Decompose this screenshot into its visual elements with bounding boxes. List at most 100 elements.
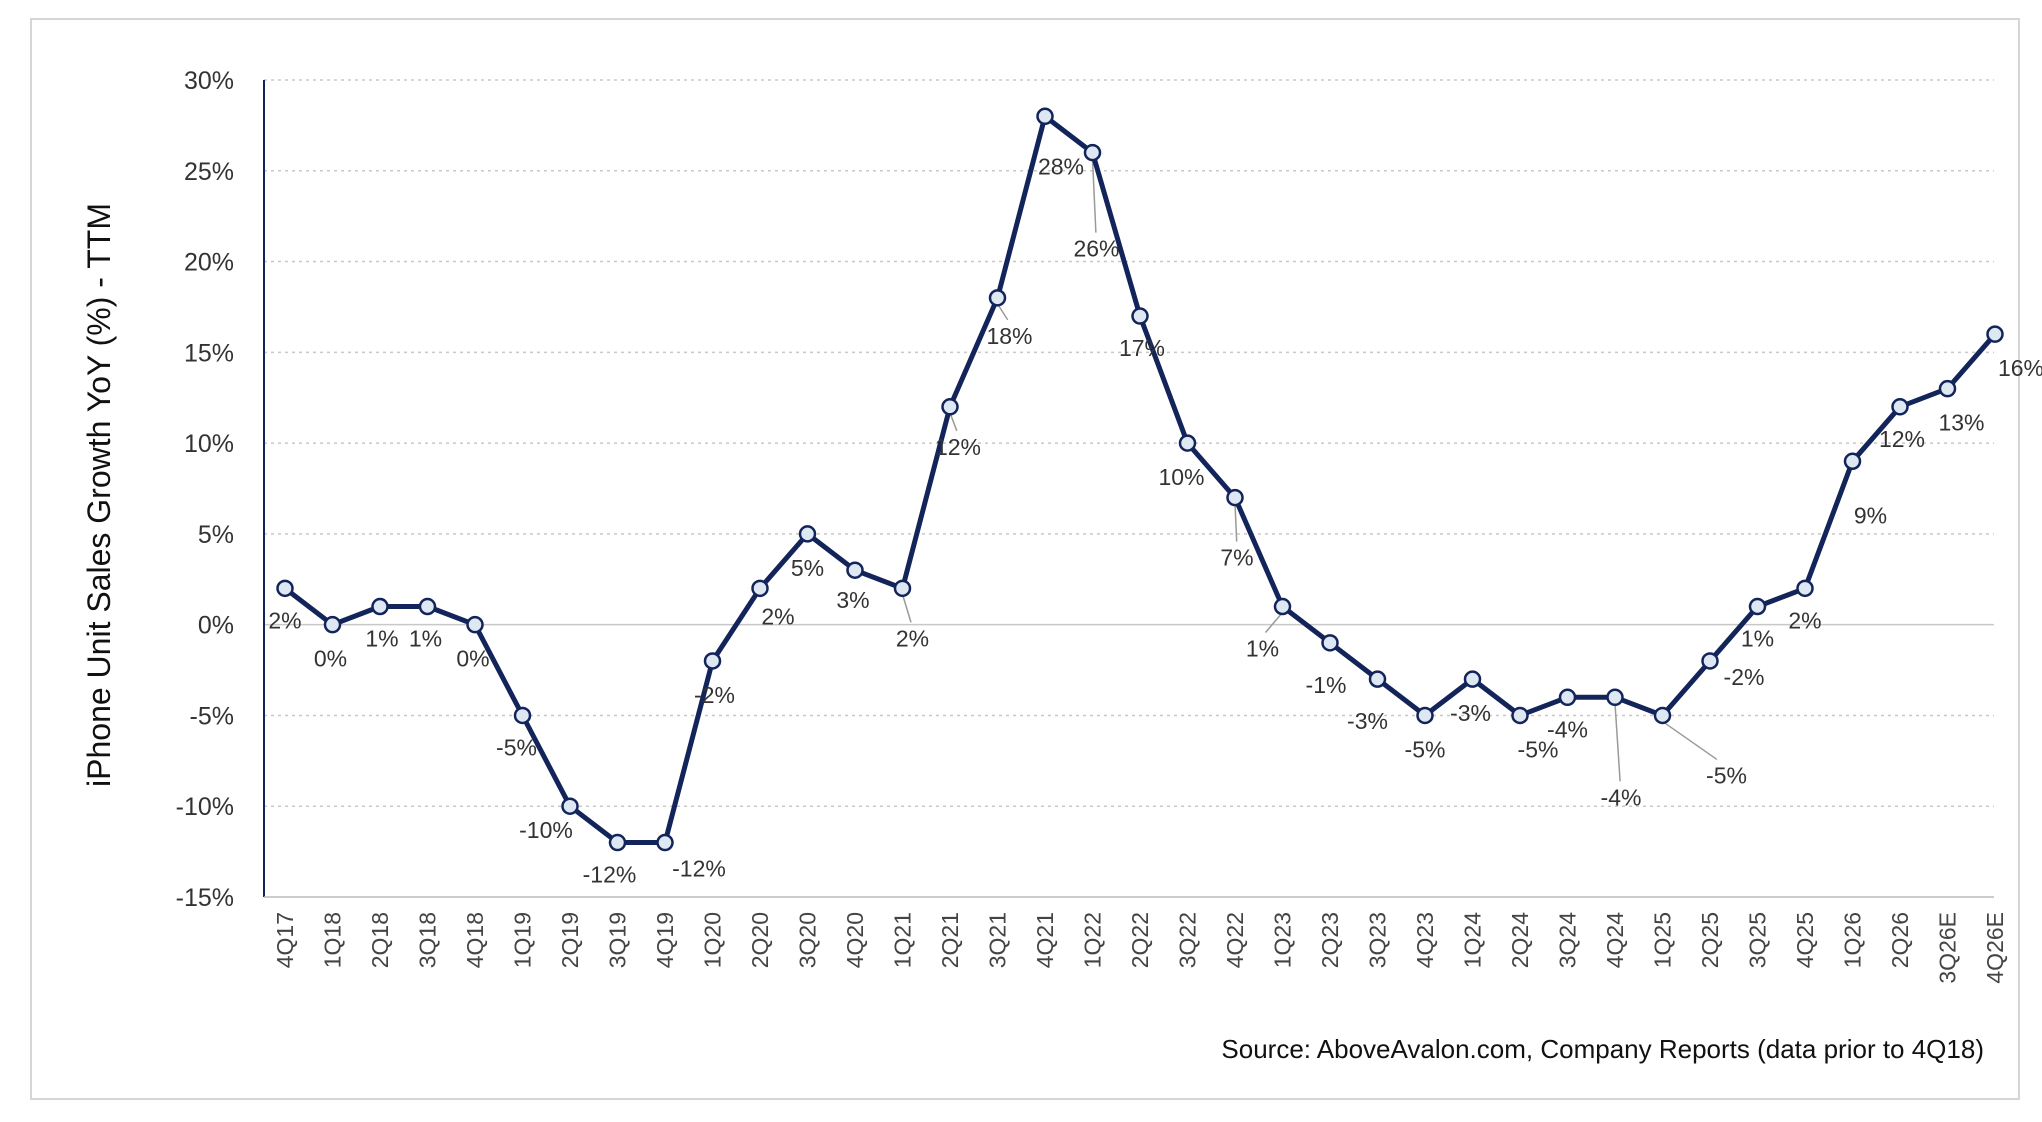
x-tick-label: 4Q22: [1222, 912, 1248, 968]
x-tick-label: 3Q20: [795, 912, 821, 968]
data-point: [1938, 379, 1957, 398]
leader-line: [1614, 703, 1621, 782]
data-point: [1273, 597, 1292, 616]
x-tick-label: 3Q25: [1745, 912, 1771, 968]
data-point: [1606, 688, 1624, 707]
leader-line: [901, 594, 912, 623]
data-point: [751, 579, 769, 598]
data-label: -12%: [672, 856, 726, 882]
data-label: 10%: [1158, 464, 1204, 490]
x-tick-label: 4Q26E: [1982, 912, 2008, 984]
data-markers: [276, 107, 2004, 852]
x-tick-label: 2Q20: [747, 912, 773, 968]
data-point: [941, 398, 959, 416]
data-label: 2%: [1788, 607, 1821, 633]
data-label: -2%: [694, 682, 735, 708]
y-axis-title: iPhone Unit Sales Growth YoY (%) - TTM: [81, 203, 117, 787]
data-point: [1036, 107, 1054, 126]
x-tick-label: 2Q26: [1887, 912, 1913, 968]
data-point: [1178, 434, 1197, 452]
chart-frame: [30, 18, 2020, 1100]
data-point: [513, 706, 532, 725]
x-tick-label: 2Q22: [1127, 912, 1153, 968]
data-point: [418, 597, 437, 616]
data-label: 18%: [986, 323, 1032, 349]
x-tick-label: 2Q23: [1317, 912, 1343, 968]
x-tick-label: 1Q18: [320, 912, 346, 968]
data-label: 1%: [1741, 626, 1774, 652]
x-tick-label: 1Q20: [700, 912, 726, 968]
data-point: [798, 525, 817, 543]
data-point: [1226, 488, 1244, 507]
y-tick-labels: 30% 25% 20% 15% 10% 5% 0% -5% -10% -15%: [176, 67, 234, 912]
x-tick-label: 1Q19: [510, 912, 536, 968]
leader-line: [1091, 158, 1097, 233]
data-point: [1653, 706, 1672, 725]
data-label: 1%: [409, 626, 442, 652]
x-tick-label: 4Q18: [462, 912, 488, 968]
data-point: [1083, 143, 1102, 162]
data-label: -4%: [1547, 716, 1588, 742]
data-point: [466, 615, 484, 634]
source-note: Source: AboveAvalon.com, Company Reports…: [1221, 1034, 1984, 1064]
data-label: -5%: [1518, 736, 1559, 762]
data-label: 7%: [1220, 545, 1253, 571]
data-point: [1986, 325, 2004, 343]
x-tick-label: 2Q25: [1697, 912, 1723, 968]
x-tick-label: 4Q19: [652, 912, 678, 968]
data-label: 0%: [314, 646, 347, 672]
data-label: 3%: [836, 587, 869, 613]
data-label: 13%: [1938, 410, 1984, 436]
data-point: [1131, 307, 1149, 325]
data-label: 12%: [935, 434, 981, 460]
y-tick-label: 15%: [184, 339, 234, 367]
x-tick-label: 4Q24: [1602, 912, 1628, 968]
data-point: [893, 579, 912, 598]
x-tick-labels: 4Q17 1Q18 2Q18 3Q18 4Q18 1Q19 2Q19 3Q19 4Q19 1Q20…: [272, 912, 2008, 984]
data-label: 0%: [456, 646, 489, 672]
data-label: 2%: [896, 625, 929, 651]
leader-line: [1662, 720, 1718, 761]
x-tick-label: 1Q25: [1650, 912, 1676, 968]
data-point: [608, 833, 627, 852]
y-tick-label: 5%: [198, 521, 234, 549]
data-point: [1368, 670, 1387, 688]
x-tick-label: 4Q20: [842, 912, 868, 968]
x-tick-label: 3Q21: [985, 912, 1011, 968]
x-tick-label: 1Q26: [1840, 912, 1866, 968]
y-tick-label: 30%: [184, 67, 234, 95]
y-tick-label: -5%: [190, 702, 234, 730]
x-tick-label: 3Q23: [1365, 912, 1391, 968]
x-tick-label: 4Q23: [1412, 912, 1438, 968]
x-tick-label: 4Q17: [272, 912, 298, 968]
data-label: 9%: [1854, 502, 1887, 528]
leader-line: [996, 303, 1009, 321]
data-label: 26%: [1073, 236, 1119, 262]
data-point: [371, 597, 389, 616]
x-tick-label: 3Q26E: [1935, 912, 1961, 984]
x-tick-label: 2Q19: [557, 912, 583, 968]
data-label: -5%: [1706, 762, 1747, 788]
data-label: 16%: [1998, 355, 2042, 381]
data-label: -2%: [1724, 664, 1765, 690]
data-point: [846, 561, 864, 579]
y-tick-label: 0%: [198, 612, 234, 640]
data-point: [656, 833, 674, 852]
data-point: [1891, 398, 1909, 416]
x-tick-label: 1Q23: [1270, 912, 1296, 968]
data-point: [1796, 579, 1814, 598]
y-tick-label: 20%: [184, 249, 234, 277]
data-label: 5%: [791, 555, 824, 581]
data-point: [1748, 597, 1767, 616]
data-point: [1511, 706, 1529, 725]
data-point: [561, 797, 579, 815]
data-label: 17%: [1119, 335, 1165, 361]
data-label: -4%: [1601, 784, 1642, 810]
leader-line: [1264, 612, 1284, 633]
x-tick-label: 3Q22: [1175, 912, 1201, 968]
data-point: [1416, 706, 1434, 725]
x-tick-label: 2Q18: [367, 912, 393, 968]
data-label: 12%: [1879, 426, 1925, 452]
x-tick-label: 4Q21: [1032, 912, 1058, 968]
